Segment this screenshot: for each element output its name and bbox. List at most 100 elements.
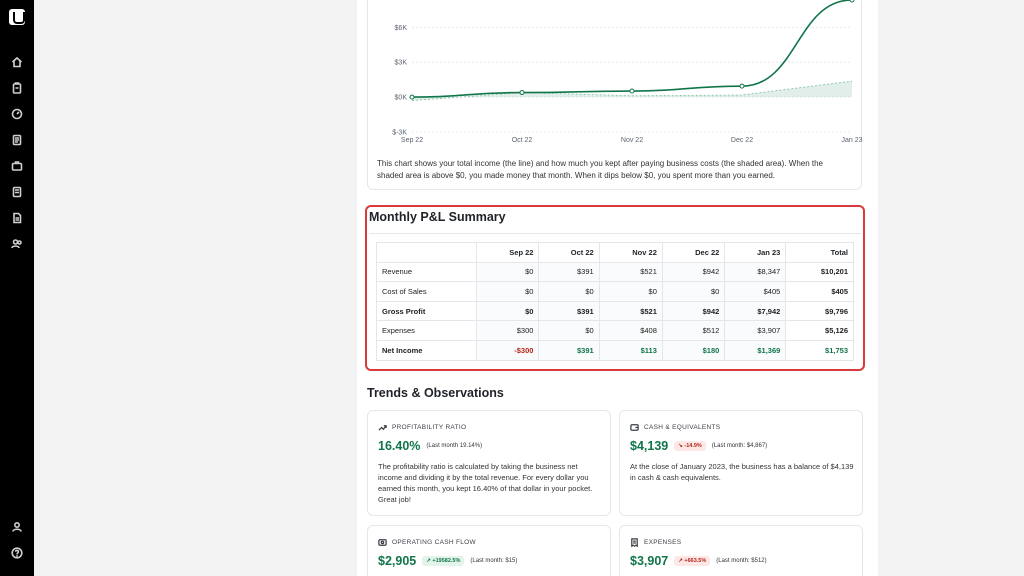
table-cell: -$300 <box>475 339 540 361</box>
wallet-icon <box>630 424 639 431</box>
y-tick-label: $-3K <box>392 130 407 137</box>
column-header: Nov 22 <box>598 242 663 263</box>
table-cell: $0 <box>661 281 726 302</box>
cash-change-badge: ↘ -14.9% <box>674 441 706 451</box>
gauge-icon[interactable] <box>10 107 24 121</box>
expenses-label-text: EXPENSES <box>644 539 682 546</box>
ocf-last-month: (Last month: $15) <box>470 558 518 564</box>
chart-caption: This chart shows your total income (the … <box>377 159 824 180</box>
sidebar <box>0 0 34 576</box>
row-label: Revenue <box>376 261 477 283</box>
table-cell: $113 <box>598 339 663 361</box>
cash-equivalents-card: CASH & EQUIVALENTS $4,139 ↘ -14.9% (Last… <box>619 410 863 516</box>
ocf-label-text: OPERATING CASH FLOW <box>392 539 476 546</box>
users-icon[interactable] <box>10 237 24 251</box>
table-cell: $942 <box>661 300 726 322</box>
row-label: Gross Profit <box>376 300 477 322</box>
revenue-point <box>739 83 745 89</box>
table-cell: $5,126 <box>785 320 854 341</box>
ocf-value: $2,905 <box>378 554 417 568</box>
table-cell: $391 <box>538 261 600 283</box>
column-header: Sep 22 <box>475 242 540 263</box>
revenue-point <box>409 94 415 100</box>
main-content: $-3K $0K $3K $6K Sep 22 Oct 22 Nov 22 Dec 22 Jan… <box>357 0 878 576</box>
table-cell: $0 <box>475 261 540 283</box>
divider <box>369 233 861 234</box>
net-income-line <box>411 80 853 101</box>
profitability-label: PROFITABILITY RATIO <box>378 423 466 432</box>
net-income-area <box>412 81 852 101</box>
income-chart: $-3K $0K $3K $6K Sep 22 Oct 22 Nov 22 Dec 22 Jan… <box>392 0 863 144</box>
revenue-line <box>411 0 853 98</box>
home-icon[interactable] <box>10 55 24 69</box>
table-cell: $300 <box>475 320 540 341</box>
cash-last-month: (Last month: $4,867) <box>711 443 768 449</box>
table-cell: $1,753 <box>785 339 854 361</box>
table-cell: $10,201 <box>785 261 854 283</box>
table-cell: $1,369 <box>724 339 787 361</box>
table-cell: $3,907 <box>724 320 787 341</box>
logo-icon[interactable] <box>9 9 25 25</box>
column-header: Total <box>785 242 854 263</box>
pl-summary-table: Sep 22 Oct 22 Nov 22 Dec 22 Jan 23 Total Reve… <box>376 242 854 361</box>
table-cell: $512 <box>661 320 726 341</box>
column-header: Jan 23 <box>724 242 787 263</box>
revenue-point <box>849 0 855 3</box>
cash-description: At the close of January 2023, the busine… <box>630 462 854 482</box>
table-cell: $7,942 <box>724 300 787 322</box>
profitability-value: 16.40% <box>378 439 421 453</box>
profitability-card: PROFITABILITY RATIO 16.40% (Last month 1… <box>367 410 611 516</box>
trending-up-icon <box>378 425 387 431</box>
expenses-change-badge: ↗ +663.5% <box>674 556 711 566</box>
table-cell: $521 <box>598 261 663 283</box>
profitability-last-month: (Last month 19.14%) <box>426 443 483 449</box>
operating-cash-flow-card: OPERATING CASH FLOW $2,905 ↗ +19582.5% (… <box>367 525 611 576</box>
cash-flow-icon <box>378 539 387 546</box>
expenses-value: $3,907 <box>630 554 669 568</box>
expenses-card: EXPENSES $3,907 ↗ +663.5% (Last month: $… <box>619 525 863 576</box>
briefcase-icon[interactable] <box>10 159 24 173</box>
y-tick-label: $6K <box>395 25 408 32</box>
table-cell: $405 <box>724 281 787 302</box>
x-tick-label: Jan 23 <box>841 137 862 144</box>
pl-summary-title: Monthly P&L Summary <box>369 210 506 224</box>
cash-label: CASH & EQUIVALENTS <box>630 423 720 432</box>
expenses-label: EXPENSES <box>630 538 681 547</box>
table-cell: $180 <box>661 339 726 361</box>
table-cell: $0 <box>538 281 600 302</box>
column-header: Oct 22 <box>538 242 600 263</box>
expenses-last-month: (Last month: $512) <box>716 558 767 564</box>
table-cell: $391 <box>538 339 600 361</box>
column-header-blank <box>376 242 477 263</box>
table-cell: $521 <box>598 300 663 322</box>
cash-value: $4,139 <box>630 439 669 453</box>
pl-summary-section: Monthly P&L Summary Sep 22 Oct 22 Nov 22 De… <box>365 205 865 371</box>
row-label: Expenses <box>376 320 477 341</box>
receipt-icon <box>631 538 638 547</box>
x-tick-label: Dec 22 <box>731 137 753 144</box>
table-row: Cost of Sales $0 $0 $0 $0 $405 $405 <box>376 281 854 302</box>
clipboard-icon[interactable] <box>10 81 24 95</box>
table-row: Net Income -$300 $391 $113 $180 $1,369 $1,753 <box>376 339 854 361</box>
help-icon[interactable] <box>10 546 24 560</box>
cash-label-text: CASH & EQUIVALENTS <box>644 424 721 431</box>
table-row: Expenses $300 $0 $408 $512 $3,907 $5,126 <box>376 320 854 341</box>
income-chart-card: $-3K $0K $3K $6K Sep 22 Oct 22 Nov 22 Dec 22 Jan… <box>367 0 863 190</box>
table-cell: $405 <box>785 281 854 302</box>
table-cell: $408 <box>598 320 663 341</box>
x-tick-label: Sep 22 <box>401 137 423 144</box>
ocf-label: OPERATING CASH FLOW <box>378 538 476 547</box>
table-row: Revenue $0 $391 $521 $942 $8,347 $10,201 <box>376 261 854 283</box>
file-icon[interactable] <box>10 211 24 225</box>
y-tick-label: $0K <box>395 95 408 102</box>
document-icon[interactable] <box>10 133 24 147</box>
report-icon[interactable] <box>10 185 24 199</box>
table-cell: $0 <box>598 281 663 302</box>
ocf-change-badge: ↗ +19582.5% <box>422 556 465 566</box>
user-icon[interactable] <box>10 520 24 534</box>
table-cell: $9,796 <box>785 300 854 322</box>
y-tick-label: $3K <box>395 60 408 67</box>
table-cell: $391 <box>538 300 600 322</box>
table-row: Gross Profit $0 $391 $521 $942 $7,942 $9,796 <box>376 300 854 322</box>
trends-title: Trends & Observations <box>367 386 504 400</box>
